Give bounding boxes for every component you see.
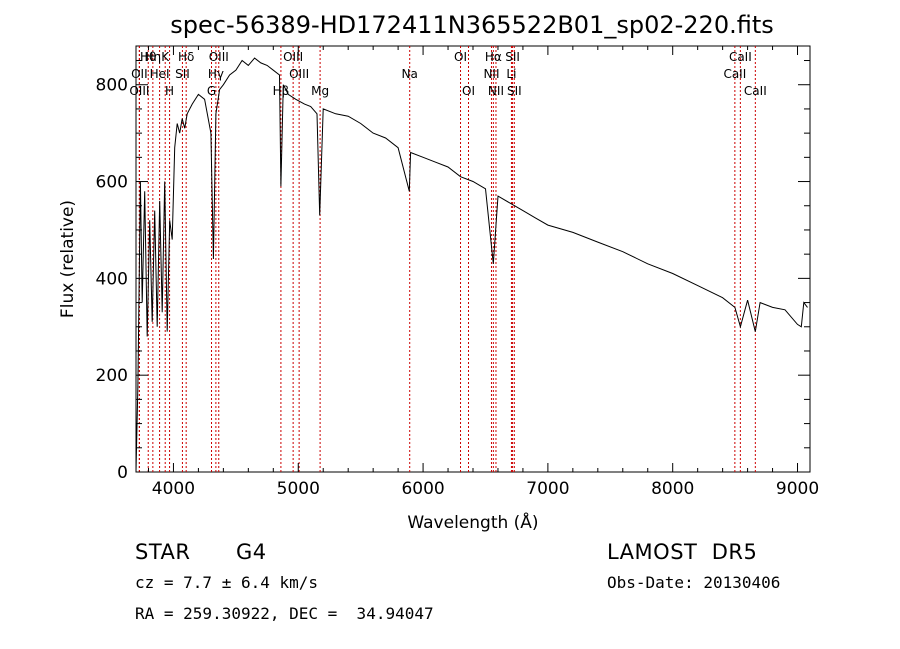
spectral-line-label: OIII	[283, 50, 303, 64]
observation-date: Obs-Date: 20130406	[607, 573, 781, 592]
y-tick-label: 600	[96, 173, 128, 193]
spectral-line-label: SII	[507, 84, 522, 98]
x-tick-label: 8000	[651, 479, 694, 499]
spectral-line-label: G	[207, 84, 216, 98]
object-class: STAR	[135, 540, 191, 564]
spectral-line-label: Li	[506, 67, 516, 81]
spectral-line-label: Hθ	[140, 50, 156, 64]
spectral-line-label: OI	[454, 50, 467, 64]
spectral-line-label: CaII	[744, 84, 767, 98]
spectral-line-label: H	[165, 84, 174, 98]
spectral-line-label: Hα	[485, 50, 502, 64]
x-tick-label: 9000	[776, 479, 819, 499]
y-axis-label: Flux (relative)	[58, 200, 78, 318]
spectral-line-label: OIII	[209, 50, 229, 64]
spectral-line-label: Hδ	[178, 50, 194, 64]
spectral-line-label: K	[161, 50, 170, 64]
spectral-line-label: OIII	[289, 67, 309, 81]
x-tick-label: 4000	[152, 479, 195, 499]
spectral-line-label: OIII	[129, 84, 149, 98]
spectral-line-label: Na	[402, 67, 418, 81]
redshift-cz: cz = 7.7 ± 6.4 km/s	[135, 573, 319, 592]
x-tick-label: 7000	[526, 479, 569, 499]
chart-title: spec-56389-HD172411N365522B01_sp02-220.f…	[170, 11, 774, 39]
coordinates: RA = 259.30922, DEC = 34.94047	[135, 604, 434, 623]
spectral-line-label: OI	[462, 84, 475, 98]
spectral-line-label: Hγ	[208, 67, 224, 81]
spectral-line-label: NII	[483, 67, 499, 81]
y-tick-label: 200	[96, 366, 128, 386]
spectral-line-label: CaII	[723, 67, 746, 81]
spectral-line-label: SII	[505, 50, 520, 64]
y-tick-label: 0	[117, 463, 128, 483]
spectral-line-label: Hη	[145, 50, 162, 64]
x-axis-label: Wavelength (Å)	[407, 511, 538, 533]
object-subclass: G4	[236, 540, 267, 564]
spectral-line-label: OII	[131, 67, 148, 81]
spectral-line-markers	[138, 46, 756, 472]
spectral-line-label: Mg	[311, 84, 329, 98]
plot-frame	[135, 45, 811, 473]
x-tick-label: 6000	[401, 479, 444, 499]
spectral-line-label: NII	[488, 84, 504, 98]
x-tick-label: 5000	[277, 479, 320, 499]
y-tick-label: 800	[96, 76, 128, 96]
x-axis-ticks: 4000 5000 6000 7000 8000 9000	[147, 46, 819, 499]
spectral-line-label: SII	[175, 67, 190, 81]
spectral-line-label: CaII	[729, 50, 752, 64]
spectral-line-label: HeI	[150, 67, 170, 81]
y-axis-ticks: 0 200 400 600 800	[96, 60, 810, 483]
y-tick-label: 400	[96, 269, 128, 289]
spectrum-line	[135, 57, 808, 473]
survey-name: LAMOST DR5	[607, 540, 758, 564]
